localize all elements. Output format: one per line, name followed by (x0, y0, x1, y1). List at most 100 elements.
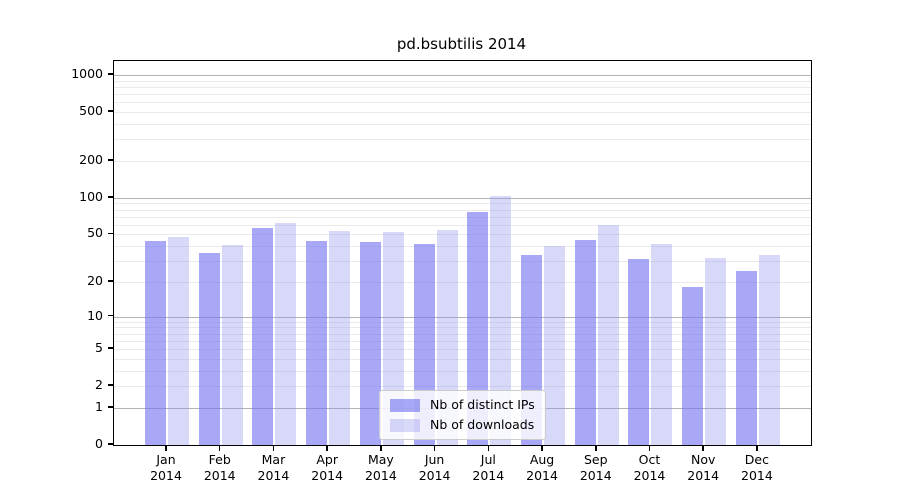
x-tick-mark (272, 445, 275, 451)
bar-distinct-ips (198, 253, 220, 445)
x-tick-label: Oct 2014 (633, 452, 666, 483)
bar-downloads (275, 223, 297, 445)
x-tick-label: Apr 2014 (311, 452, 344, 483)
x-tick-label: Sep 2014 (579, 452, 612, 483)
y-tick-label: 100 (79, 188, 103, 204)
gridline-minor (114, 281, 811, 283)
gridline-minor (114, 370, 811, 372)
x-tick-mark (756, 445, 758, 451)
x-tick-mark (648, 445, 651, 451)
gridline-minor (114, 161, 811, 163)
y-tick-mark (108, 347, 113, 349)
x-tick-label: May 2014 (364, 452, 397, 483)
x-tick-label: Jun 2014 (418, 452, 451, 483)
y-tick-mark (108, 110, 113, 112)
gridline-minor (114, 102, 811, 104)
bar-downloads (758, 254, 780, 445)
bar-distinct-ips (145, 241, 166, 445)
x-tick-label: Feb 2014 (203, 452, 236, 483)
gridline-minor (114, 333, 811, 335)
y-tick-mark (108, 280, 113, 282)
x-tick-mark (380, 445, 382, 451)
gridline-minor (114, 112, 811, 114)
bar-downloads (490, 195, 512, 445)
x-tick-label: Jan 2014 (150, 452, 182, 483)
y-tick-mark (108, 232, 113, 235)
x-tick-label: Nov 2014 (687, 452, 720, 483)
y-tick-label: 50 (87, 225, 103, 241)
y-tick-label: 1 (95, 398, 103, 414)
gridline-minor (114, 86, 811, 88)
y-tick-label: 2 (95, 377, 103, 393)
x-tick-mark (487, 445, 490, 451)
bar-distinct-ips (252, 227, 274, 445)
bar-downloads (329, 231, 351, 445)
y-tick-label: 200 (79, 152, 103, 168)
chart-title: pd.bsubtilis 2014 (396, 35, 527, 53)
legend-swatch-downloads (390, 418, 420, 432)
bar-downloads (651, 243, 673, 445)
x-tick-label: Jul 2014 (472, 452, 505, 483)
bar-distinct-ips (735, 270, 757, 445)
y-tick-mark (108, 443, 113, 445)
x-tick-label: Aug 2014 (526, 452, 558, 483)
gridline-minor (114, 224, 811, 226)
x-tick-mark (541, 445, 543, 451)
gridline-minor (114, 94, 811, 96)
bar-distinct-ips (359, 242, 381, 445)
gridline-minor (114, 209, 811, 211)
legend: Nb of distinct IPs Nb of downloads (379, 390, 546, 440)
gridline-minor (114, 358, 811, 360)
bar-downloads (168, 236, 189, 445)
gridline-minor (114, 386, 811, 388)
bar-downloads (544, 246, 566, 445)
legend-swatch-distinct-ips (390, 398, 420, 412)
gridline-major (114, 316, 811, 318)
x-tick-label: Mar 2014 (257, 452, 290, 483)
gridline-minor (114, 340, 811, 342)
gridline-minor (114, 349, 811, 351)
y-tick-label: 0 (95, 436, 103, 451)
y-tick-label: 1000 (71, 66, 103, 82)
plot-area (113, 60, 812, 446)
y-tick-label: 500 (79, 103, 103, 119)
x-tick-mark (326, 445, 328, 451)
gridline-minor (114, 203, 811, 205)
y-tick-label: 10 (87, 307, 103, 323)
gridline-minor (114, 321, 811, 323)
bar-distinct-ips (682, 287, 704, 445)
bar-downloads (597, 224, 619, 445)
bar-distinct-ips (628, 259, 650, 445)
gridline-major (114, 75, 811, 77)
gridline-minor (114, 139, 811, 141)
x-tick-mark (595, 445, 597, 451)
legend-entry-downloads: Nb of downloads (390, 418, 535, 432)
y-tick-mark (108, 314, 113, 317)
x-tick-mark (433, 445, 436, 451)
x-tick-mark (165, 445, 167, 451)
x-tick-mark (218, 445, 221, 451)
y-tick-mark (108, 406, 113, 408)
gridline-minor (114, 327, 811, 329)
y-tick-label: 5 (95, 340, 103, 356)
gridline-minor (114, 80, 811, 82)
x-tick-label: Dec 2014 (741, 452, 773, 483)
y-tick-mark (108, 196, 113, 198)
gridline-minor (114, 216, 811, 218)
bar-distinct-ips (467, 212, 489, 445)
y-tick-mark (108, 159, 113, 161)
gridline-major (114, 197, 811, 199)
gridline-minor (114, 261, 811, 263)
gridline-minor (114, 246, 811, 248)
y-tick-label: 20 (87, 272, 103, 288)
legend-label-downloads: Nb of downloads (430, 417, 535, 432)
bar-downloads (221, 244, 243, 445)
gridline-minor (114, 124, 811, 126)
legend-label-distinct-ips: Nb of distinct IPs (430, 397, 535, 412)
y-tick-mark (108, 73, 113, 75)
bar-distinct-ips (306, 241, 328, 445)
x-tick-mark (702, 445, 704, 451)
legend-entry-distinct-ips: Nb of distinct IPs (390, 398, 535, 412)
bar-distinct-ips (574, 239, 596, 445)
